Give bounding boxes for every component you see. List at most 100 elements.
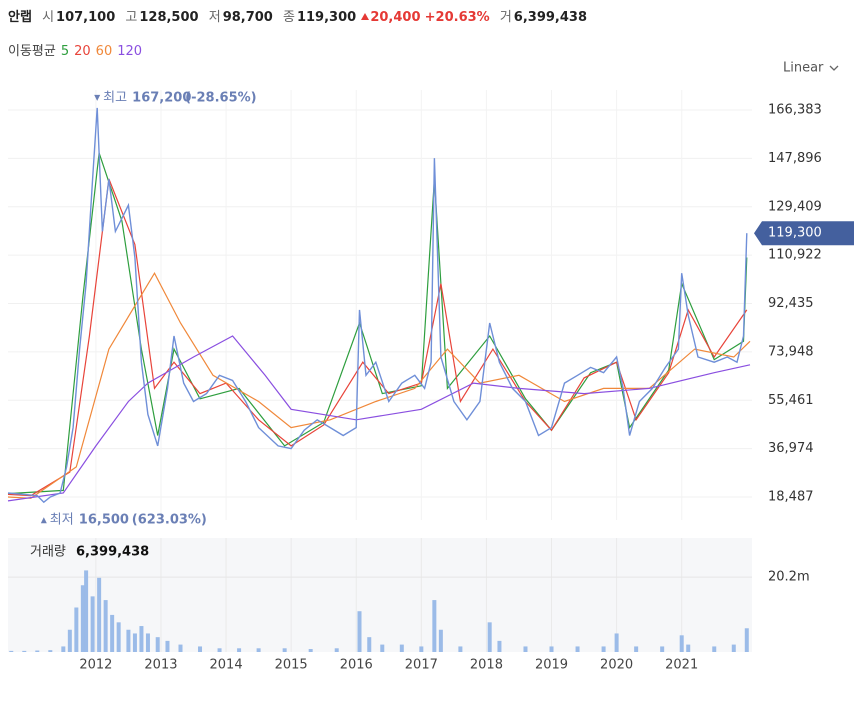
volume-bar bbox=[523, 646, 528, 652]
annotation-value: 16,500 bbox=[79, 513, 129, 528]
volume-bar bbox=[103, 600, 108, 652]
y-tick-label: 55,461 bbox=[768, 393, 814, 408]
x-tick-label: 2020 bbox=[600, 658, 633, 673]
volume-bar bbox=[132, 633, 137, 652]
annotation-marker bbox=[94, 94, 101, 101]
chevron[interactable] bbox=[829, 65, 839, 71]
quote-header: 안랩 시 107,100 고 128,500 저 98,700 종 119,300 20… bbox=[8, 6, 587, 25]
volume-bar bbox=[731, 644, 736, 652]
volume-bar bbox=[334, 648, 339, 652]
volume-bar bbox=[549, 646, 554, 652]
low-label: 저 bbox=[208, 10, 221, 25]
volume-bar bbox=[634, 646, 639, 652]
volume-bar bbox=[282, 648, 287, 652]
y-tick-label: 147,896 bbox=[768, 151, 822, 166]
volume-bar bbox=[712, 646, 717, 652]
volume-bar bbox=[438, 629, 443, 652]
volume-bar bbox=[367, 637, 372, 652]
volume-bar bbox=[90, 596, 95, 652]
volume-bar bbox=[155, 637, 160, 652]
volume-bar bbox=[80, 585, 85, 652]
stock-name: 안랩 bbox=[8, 10, 32, 25]
price-line bbox=[7, 107, 748, 504]
volume-bar bbox=[84, 570, 89, 652]
volume-bar bbox=[22, 650, 27, 652]
annotation-marker bbox=[40, 517, 47, 524]
volume-label: 거 bbox=[499, 10, 512, 25]
x-tick-label: 2015 bbox=[275, 658, 308, 673]
x-tick-label: 2012 bbox=[79, 658, 112, 673]
volume-bar bbox=[217, 648, 222, 652]
open-value: 107,100 bbox=[56, 10, 116, 25]
volume-title: 거래량 bbox=[30, 545, 66, 560]
open-label: 시 bbox=[42, 10, 55, 25]
volume-bar bbox=[35, 650, 40, 652]
volume-bar bbox=[487, 622, 492, 652]
x-tick-label: 2017 bbox=[405, 658, 438, 673]
volume-bar bbox=[497, 640, 502, 652]
volume-bar bbox=[74, 607, 79, 652]
y-tick-label: 166,383 bbox=[768, 103, 822, 118]
y-tick-label: 110,922 bbox=[768, 248, 822, 263]
volume-bar bbox=[237, 648, 242, 652]
x-tick-label: 2021 bbox=[665, 658, 698, 673]
volume-bar bbox=[614, 633, 619, 652]
volume-bar bbox=[380, 644, 385, 652]
change-value: 20,400 bbox=[370, 10, 421, 25]
x-tick-label: 2019 bbox=[535, 658, 568, 673]
volume-bar bbox=[686, 644, 691, 652]
scale-mode[interactable]: Linear bbox=[783, 61, 824, 76]
annotation-change: (-28.65%) bbox=[185, 90, 256, 105]
legend-entry[interactable]: 20 bbox=[74, 44, 91, 59]
last-price-tag bbox=[754, 221, 854, 246]
volume-bar bbox=[399, 644, 404, 652]
annotation-change: (623.03%) bbox=[132, 513, 207, 528]
annotation-label: 최저 bbox=[50, 513, 74, 528]
volume-bar bbox=[198, 646, 203, 652]
y-tick-label: 20.2m bbox=[768, 570, 810, 585]
ma-legend: 이동평균 5 20 60 120 bbox=[8, 40, 147, 59]
annotation-value: 167,200 bbox=[132, 90, 191, 105]
volume-bar bbox=[679, 635, 684, 652]
volume-bar bbox=[744, 628, 749, 652]
y-tick-label: 18,487 bbox=[768, 490, 814, 505]
change-pct: +20.63% bbox=[424, 10, 490, 25]
legend-entry[interactable]: 60 bbox=[95, 44, 113, 59]
high-value: 128,500 bbox=[139, 10, 199, 25]
low-value: 98,700 bbox=[222, 10, 273, 25]
up-arrow bbox=[361, 13, 370, 20]
volume-bar bbox=[139, 626, 144, 652]
x-tick-label: 2016 bbox=[340, 658, 373, 673]
legend-entry[interactable]: 120 bbox=[117, 44, 143, 59]
y-tick-label: 129,409 bbox=[768, 199, 822, 214]
volume-bar bbox=[67, 629, 72, 652]
volume-bar bbox=[575, 646, 580, 652]
volume-pane bbox=[8, 538, 752, 652]
volume-bar bbox=[145, 633, 150, 652]
high-label: 고 bbox=[125, 10, 138, 25]
x-tick-label: 2018 bbox=[470, 658, 503, 673]
annotation-label: 최고 bbox=[103, 90, 127, 105]
close-label: 종 bbox=[283, 10, 295, 25]
volume-bar bbox=[432, 600, 437, 652]
volume-bar bbox=[116, 622, 121, 652]
volume-bar bbox=[97, 577, 102, 652]
ma-line bbox=[7, 178, 748, 497]
volume-bar bbox=[601, 646, 606, 652]
scale-toggle[interactable]: Linear bbox=[783, 61, 839, 76]
volume-bar bbox=[9, 650, 14, 652]
y-tick-label: 36,974 bbox=[768, 441, 814, 456]
last-price-label: 119,300 bbox=[768, 226, 822, 241]
volume-bar bbox=[165, 640, 170, 652]
legend-title: 이동평균 bbox=[8, 44, 56, 59]
volume-bar bbox=[308, 649, 313, 652]
x-tick-label: 2014 bbox=[210, 658, 243, 673]
ma-line bbox=[7, 335, 751, 502]
volume-bar bbox=[419, 646, 424, 652]
legend-entry[interactable]: 5 bbox=[60, 44, 70, 59]
y-tick-label: 73,948 bbox=[768, 344, 814, 359]
close-value: 119,300 bbox=[296, 10, 357, 25]
volume-bar bbox=[458, 646, 463, 652]
